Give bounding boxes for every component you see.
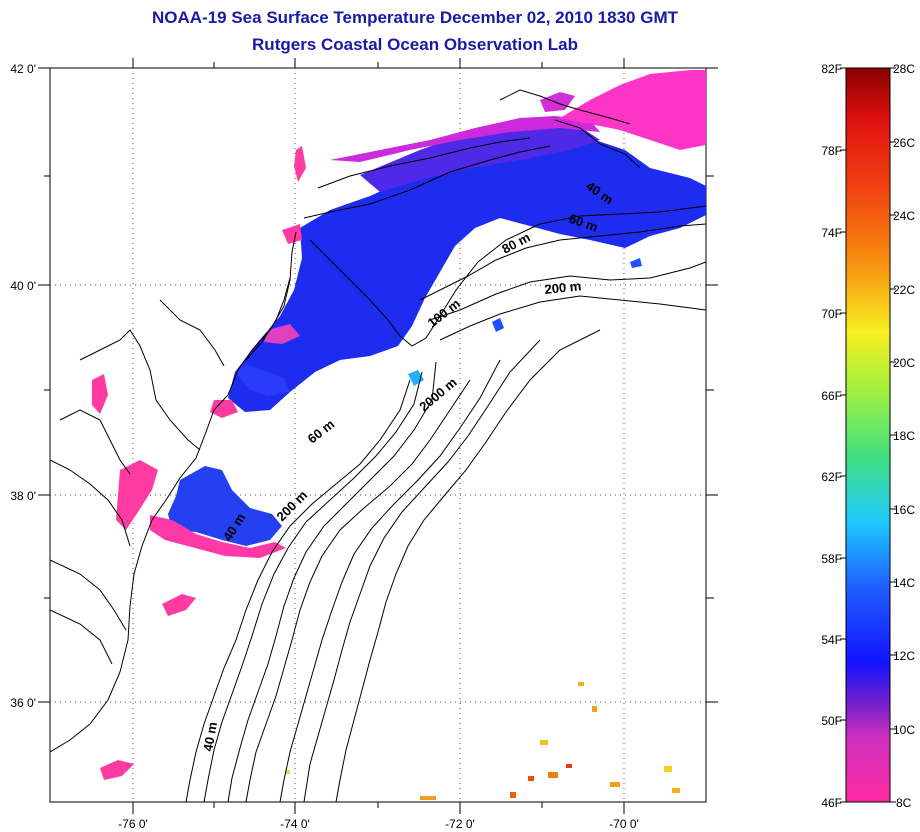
latitude-labels: 42 0' 40 0' 38 0' 36 0' <box>10 62 36 710</box>
c-label: 20C <box>893 356 915 370</box>
lat-label: 36 0' <box>10 696 36 710</box>
lat-label: 42 0' <box>10 62 36 76</box>
f-label: 82F <box>821 62 842 76</box>
lon-label: -76 0' <box>118 817 148 831</box>
lat-label: 38 0' <box>10 489 36 503</box>
f-label: 58F <box>821 552 842 566</box>
lon-label: -70 0' <box>609 817 639 831</box>
c-label: 22C <box>893 283 915 297</box>
f-label: 46F <box>821 796 842 810</box>
c-label: 12C <box>893 649 915 663</box>
lon-label: -74 0' <box>280 817 310 831</box>
lon-label: -72 0' <box>445 817 475 831</box>
f-label: 62F <box>821 470 842 484</box>
fahrenheit-labels: 82F 78F 74F 70F 66F 62F 58F 54F 50F 46F <box>821 62 842 810</box>
map-title: NOAA-19 Sea Surface Temperature December… <box>152 8 678 27</box>
c-label: 10C <box>893 723 915 737</box>
c-label: 26C <box>893 136 915 150</box>
longitude-labels: -76 0' -74 0' -72 0' -70 0' <box>118 817 639 831</box>
c-label: 8C <box>896 796 912 810</box>
f-label: 70F <box>821 307 842 321</box>
map-subtitle: Rutgers Coastal Ocean Observation Lab <box>252 35 578 54</box>
tick-marks <box>38 58 718 814</box>
depth-label: 40 m <box>200 721 220 753</box>
f-label: 54F <box>821 633 842 647</box>
c-label: 28C <box>893 62 915 76</box>
c-label: 24C <box>893 209 915 223</box>
c-label: 16C <box>893 503 915 517</box>
lat-label: 40 0' <box>10 279 36 293</box>
celsius-labels: 28C 26C 24C 22C 20C 18C 16C 14C 12C 10C … <box>893 62 915 810</box>
c-label: 14C <box>893 576 915 590</box>
depth-label: 200 m <box>544 278 582 297</box>
f-label: 78F <box>821 144 842 158</box>
f-label: 50F <box>821 714 842 728</box>
c-label: 18C <box>893 429 915 443</box>
sst-field <box>92 70 706 800</box>
colorbar-gradient <box>845 67 891 803</box>
coastline-and-contours <box>50 89 706 802</box>
colorbar-ticks <box>840 67 896 803</box>
f-label: 74F <box>821 226 842 240</box>
colorbar: 82F 78F 74F 70F 66F 62F 58F 54F 50F 46F … <box>821 62 915 810</box>
f-label: 66F <box>821 389 842 403</box>
